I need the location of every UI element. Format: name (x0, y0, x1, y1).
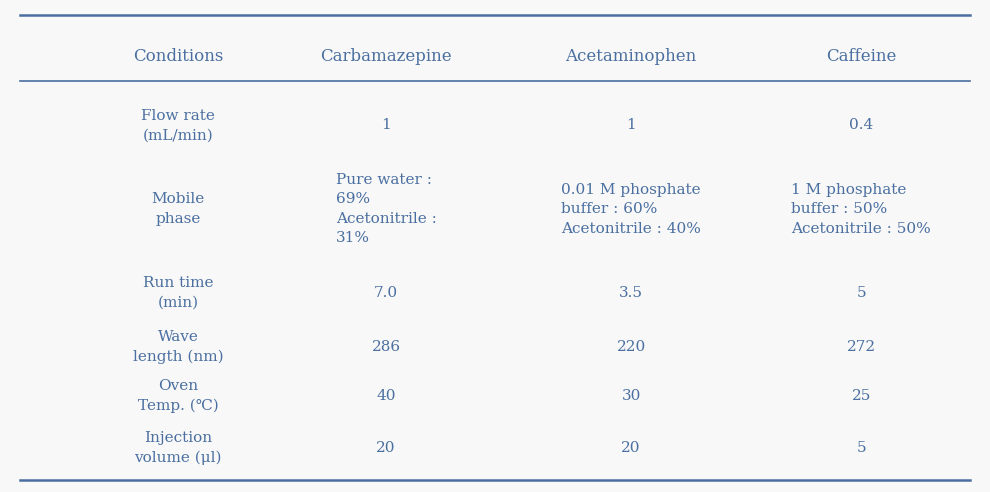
Text: 0.4: 0.4 (849, 119, 873, 132)
Text: 30: 30 (622, 389, 641, 403)
Text: 20: 20 (376, 441, 396, 455)
Text: 20: 20 (622, 441, 641, 455)
Text: Oven
Temp. (℃): Oven Temp. (℃) (138, 379, 219, 413)
Text: Mobile
phase: Mobile phase (151, 192, 205, 226)
Text: 1 M phosphate
buffer : 50%
Acetonitrile : 50%: 1 M phosphate buffer : 50% Acetonitrile … (791, 183, 932, 236)
Text: Injection
volume (μl): Injection volume (μl) (135, 430, 222, 465)
Text: 5: 5 (856, 286, 866, 300)
Text: Pure water :
69%
Acetonitrile :
31%: Pure water : 69% Acetonitrile : 31% (336, 173, 437, 246)
Text: Wave
length (nm): Wave length (nm) (133, 330, 224, 364)
Text: Caffeine: Caffeine (826, 48, 897, 65)
Text: Carbamazepine: Carbamazepine (321, 48, 451, 65)
Text: 0.01 M phosphate
buffer : 60%
Acetonitrile : 40%: 0.01 M phosphate buffer : 60% Acetonitri… (561, 183, 701, 236)
Text: 25: 25 (851, 389, 871, 403)
Text: 272: 272 (846, 340, 876, 354)
Text: 286: 286 (371, 340, 401, 354)
Text: Conditions: Conditions (133, 48, 224, 65)
Text: Acetaminophen: Acetaminophen (565, 48, 697, 65)
Text: 220: 220 (617, 340, 645, 354)
Text: 3.5: 3.5 (619, 286, 644, 300)
Text: 40: 40 (376, 389, 396, 403)
Text: 1: 1 (381, 119, 391, 132)
Text: 1: 1 (627, 119, 636, 132)
Text: Flow rate
(mL/min): Flow rate (mL/min) (142, 109, 215, 142)
Text: Run time
(min): Run time (min) (143, 276, 214, 309)
Text: 7.0: 7.0 (374, 286, 398, 300)
Text: 5: 5 (856, 441, 866, 455)
